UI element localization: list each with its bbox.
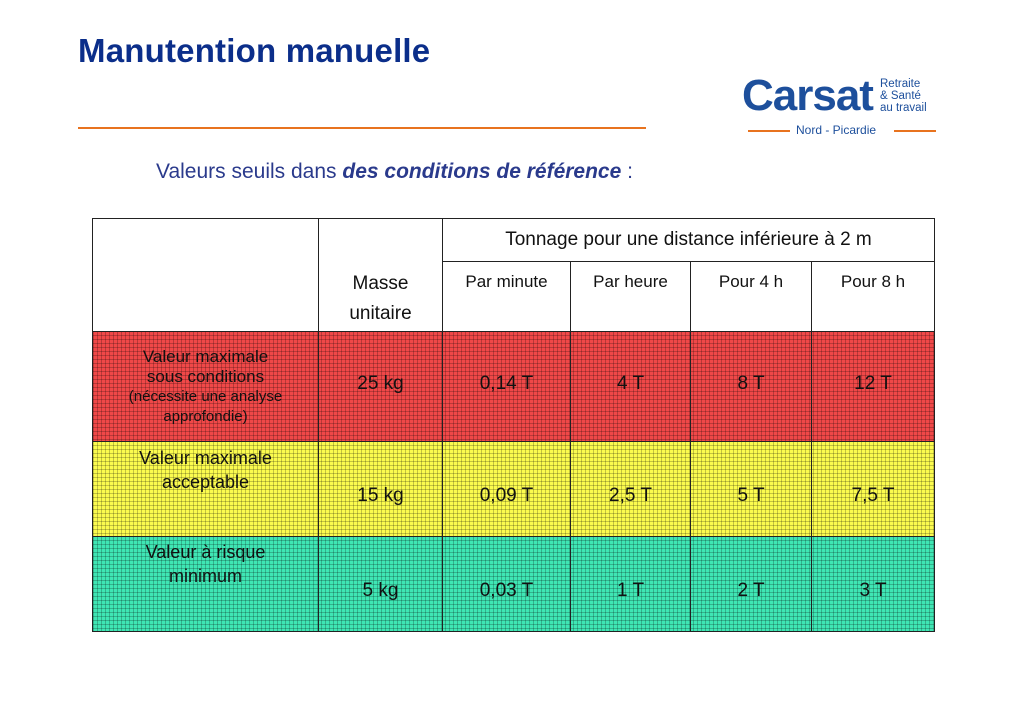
row-band-max-conditions <box>93 331 934 441</box>
subtitle-prefix: Valeurs seuils dans <box>156 160 343 183</box>
logo-rule-right <box>894 130 936 132</box>
row1-8h: 12 T <box>854 373 892 394</box>
subheader-8h: Pour 8 h <box>840 272 906 291</box>
subheader-per-minute: Par minute <box>465 272 548 291</box>
row1-label-line3: (nécessite une analyse <box>128 388 283 405</box>
row-label-risk-minimum: Valeur à risque minimum <box>93 541 318 587</box>
col-divider-masse <box>442 219 443 631</box>
logo-tagline-1: Retraite <box>880 78 921 90</box>
row1-masse: 25 kg <box>357 373 404 394</box>
subtitle-emphasis: des conditions de référence <box>342 160 622 183</box>
col-divider-4h <box>811 261 812 631</box>
masse-header-line2: unitaire <box>349 303 412 324</box>
subheader-per-hour: Par heure <box>593 272 668 291</box>
row1-label-line4: approfondie) <box>163 408 248 425</box>
span-header-divider <box>442 261 934 262</box>
slide-subtitle: Valeurs seuils dans des conditions de ré… <box>156 160 633 184</box>
row2-per-hour: 2,5 T <box>609 485 652 506</box>
row2-label-line2: acceptable <box>161 472 250 492</box>
header-bottom-line <box>93 331 934 332</box>
row3-label-line1: Valeur à risque <box>145 542 266 562</box>
col-divider-minute <box>570 261 571 631</box>
logo-rule-left <box>748 130 790 132</box>
row-label-max-conditions: Valeur maximale sous conditions (nécessi… <box>93 337 318 437</box>
subtitle-suffix: : <box>621 160 633 183</box>
masse-header-line1: Masse <box>352 273 409 294</box>
masse-header: Masse unitaire <box>319 261 442 331</box>
row2-per-minute: 0,09 T <box>479 485 534 506</box>
row3-per-hour: 1 T <box>616 580 645 601</box>
logo-tagline-2: & Santé <box>880 90 921 102</box>
row-divider-2 <box>93 536 934 537</box>
row3-4h: 2 T <box>737 580 765 601</box>
row1-label-line1: Valeur maximale <box>142 347 269 366</box>
carsat-logo: Carsat Retraite & Santé au travail Nord … <box>742 74 942 144</box>
logo-region: Nord - Picardie <box>796 123 877 137</box>
row3-label-line2: minimum <box>168 566 242 586</box>
title-underline <box>78 127 646 129</box>
row-label-max-acceptable: Valeur maximale acceptable <box>93 447 318 493</box>
row1-label-line2: sous conditions <box>146 367 265 386</box>
row2-4h: 5 T <box>737 485 765 506</box>
row-divider-1 <box>93 441 934 442</box>
row2-masse: 15 kg <box>357 485 404 506</box>
row3-masse: 5 kg <box>362 580 399 601</box>
row3-8h: 3 T <box>859 580 887 601</box>
threshold-table: Tonnage pour une distance inférieure à 2… <box>92 218 935 632</box>
row1-per-minute: 0,14 T <box>479 373 534 394</box>
row-band-risk-minimum <box>93 536 934 631</box>
row1-4h: 8 T <box>737 373 765 394</box>
col-divider-heure <box>690 261 691 631</box>
row3-per-minute: 0,03 T <box>479 580 534 601</box>
logo-tagline-3: au travail <box>880 102 927 114</box>
col-divider-label <box>318 219 319 631</box>
slide-title: Manutention manuelle <box>78 32 431 69</box>
span-header: Tonnage pour une distance inférieure à 2… <box>505 229 872 250</box>
row1-per-hour: 4 T <box>616 373 645 394</box>
row2-label-line1: Valeur maximale <box>139 448 272 468</box>
row2-8h: 7,5 T <box>851 485 895 506</box>
logo-wordmark: Carsat <box>742 71 874 120</box>
subheader-4h: Pour 4 h <box>718 272 784 291</box>
row-band-max-acceptable <box>93 441 934 536</box>
